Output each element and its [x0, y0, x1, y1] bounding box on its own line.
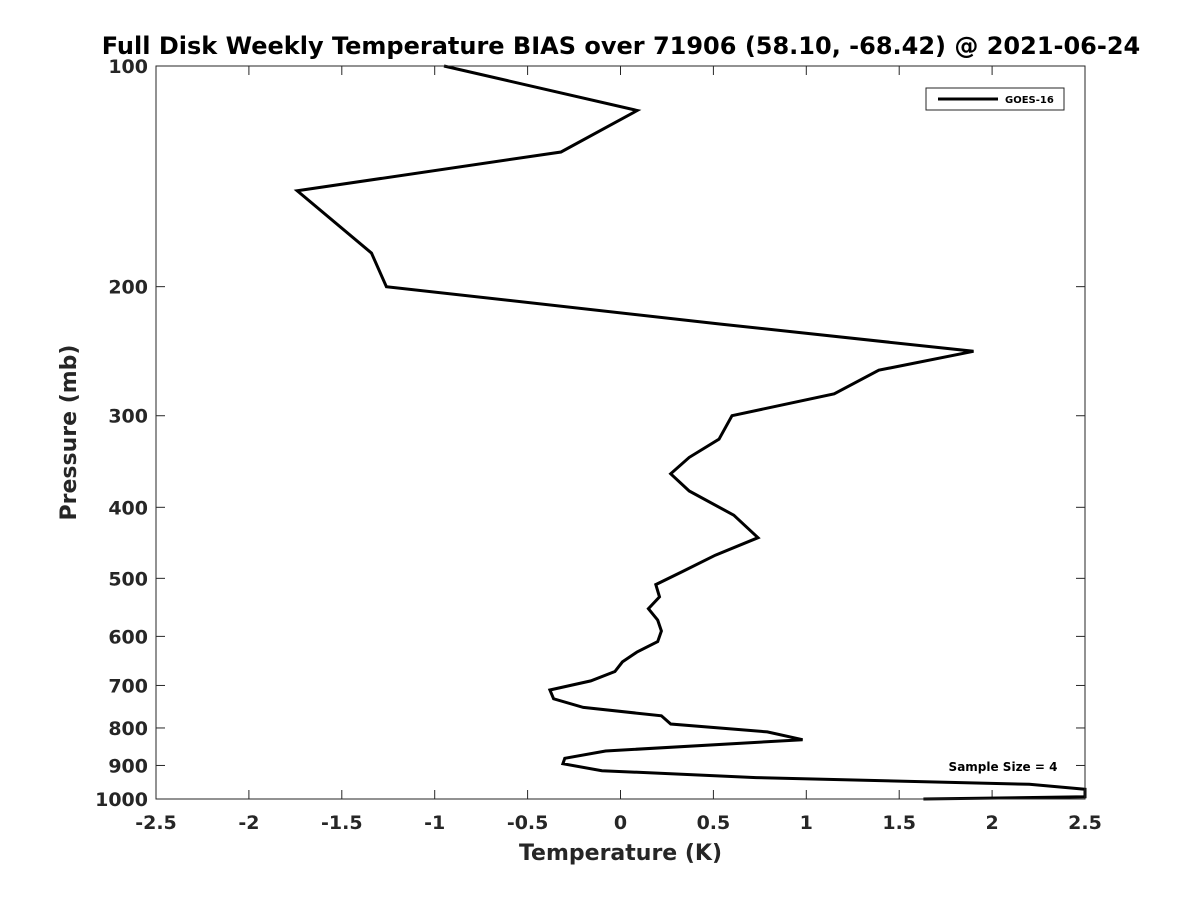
x-tick-label: -2	[238, 812, 259, 834]
x-tick-label: 1	[800, 812, 813, 834]
x-axis-ticks: -2.5 -2 -1.5 -1 -0.5 0 0.5 1 1.5 2 2.5	[135, 66, 1102, 834]
x-tick-label: 0.5	[697, 812, 731, 834]
y-tick-label: 1000	[95, 789, 148, 811]
y-tick-label: 700	[108, 675, 148, 697]
legend: GOES-16	[925, 87, 1065, 111]
x-tick-label: 2	[985, 812, 998, 834]
x-tick-label: 0	[614, 812, 627, 834]
y-tick-label: 500	[108, 568, 148, 590]
x-tick-label: -1.5	[321, 812, 363, 834]
legend-label-goes-16: GOES-16	[1005, 95, 1054, 106]
y-tick-label: 600	[108, 626, 148, 648]
y-tick-label: 400	[108, 497, 148, 519]
y-tick-label: 100	[108, 56, 148, 78]
x-tick-label: -2.5	[135, 812, 177, 834]
x-tick-label: 2.5	[1068, 812, 1102, 834]
x-tick-label: -1	[424, 812, 445, 834]
sample-size-annotation: Sample Size = 4	[949, 760, 1058, 774]
y-axis-label: Pressure (mb)	[57, 345, 82, 521]
plot-area: -2.5 -2 -1.5 -1 -0.5 0 0.5 1 1.5 2 2.5 100 200 300 40…	[95, 56, 1102, 834]
x-tick-label: 1.5	[882, 812, 916, 834]
y-tick-label: 900	[108, 755, 148, 777]
series-layer	[293, 64, 1087, 801]
axes-box	[155, 65, 1086, 800]
x-axis-label: Temperature (K)	[519, 841, 722, 866]
y-tick-label: 800	[108, 718, 148, 740]
y-tick-label: 300	[108, 406, 148, 428]
series-line-goes-16	[293, 64, 1087, 801]
x-tick-label: -0.5	[507, 812, 549, 834]
y-tick-label: 200	[108, 277, 148, 299]
chart-title: Full Disk Weekly Temperature BIAS over 7…	[102, 32, 1141, 60]
axes-frame	[155, 65, 1086, 800]
y-axis-ticks: 100 200 300 400 500 600 700 800 900 1000	[95, 56, 1085, 811]
